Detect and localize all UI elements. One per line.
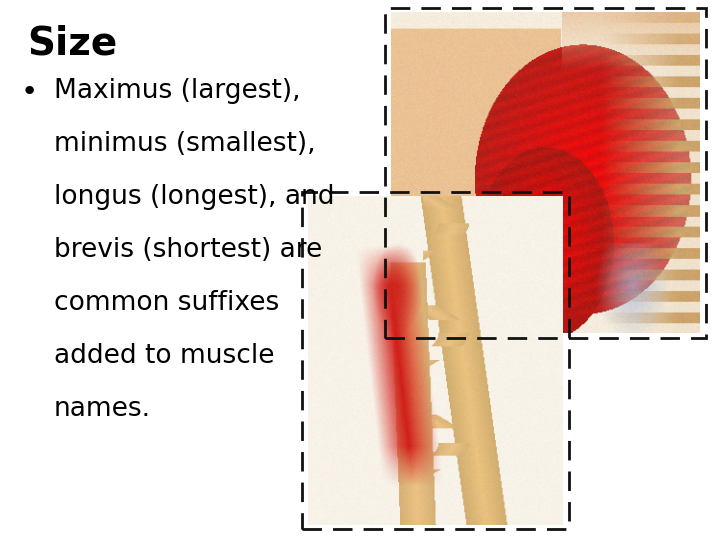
Text: Maximus (largest),: Maximus (largest),: [54, 78, 301, 104]
Text: Size: Size: [27, 24, 117, 62]
Bar: [385, 8, 706, 338]
Text: minimus (smallest),: minimus (smallest),: [54, 131, 315, 157]
Bar: [302, 192, 569, 529]
Text: longus (longest), and: longus (longest), and: [54, 184, 335, 210]
Text: names.: names.: [54, 396, 151, 422]
Text: brevis (shortest) are: brevis (shortest) are: [54, 237, 323, 263]
Text: •: •: [20, 78, 37, 106]
Text: common suffixes: common suffixes: [54, 290, 279, 316]
Text: added to muscle: added to muscle: [54, 343, 274, 369]
